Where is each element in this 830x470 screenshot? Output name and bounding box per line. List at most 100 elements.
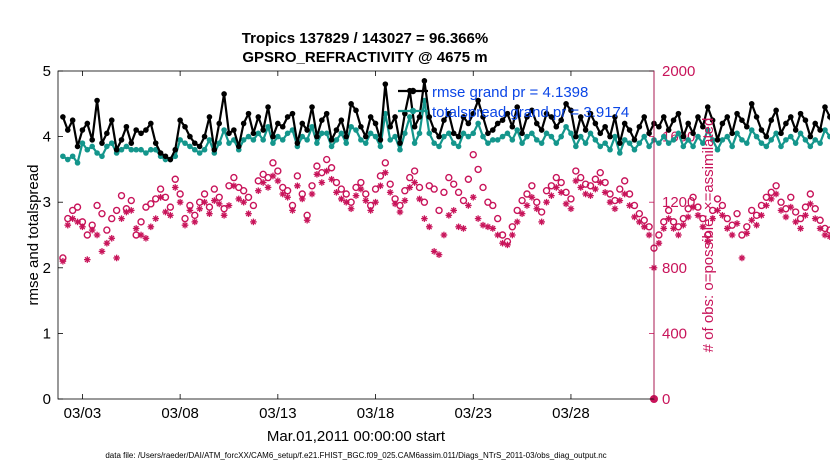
rmse-point — [543, 110, 550, 117]
totalspread-point — [558, 133, 564, 140]
obs-possible-point — [791, 208, 800, 216]
rmse-point — [797, 110, 804, 117]
obs-assimilated-point — [455, 223, 462, 231]
obs-assimilated-point — [220, 212, 228, 219]
rmse-point — [94, 97, 100, 104]
rmse-point — [382, 81, 389, 87]
totalspread-point — [201, 146, 208, 153]
obs-possible-point — [147, 200, 155, 208]
obs-assimilated-point — [645, 231, 653, 239]
rmse-point — [162, 153, 169, 160]
obs-possible-point — [459, 196, 468, 205]
obs-assimilated-point — [84, 256, 91, 263]
rmse-point — [827, 114, 830, 120]
obs-assimilated-point — [235, 195, 243, 203]
obs-assimilated-point — [401, 197, 409, 204]
obs-possible-point — [83, 231, 92, 239]
legend: rmse grand pr = 4.1398 totalspread grand… — [398, 84, 629, 121]
totalspread-point — [797, 130, 804, 137]
obs-possible-point — [440, 188, 448, 197]
x-tick-label: 03/08 — [161, 405, 199, 422]
rmse-point — [807, 133, 814, 140]
rmse-point — [665, 127, 672, 133]
obs-assimilated-point — [416, 195, 423, 203]
rmse-point — [60, 114, 66, 120]
obs-assimilated-point — [333, 189, 340, 196]
totalspread-point — [783, 137, 789, 143]
rmse-point — [680, 133, 687, 140]
totalspread-point — [265, 123, 271, 130]
x-tick-label: 03/13 — [259, 405, 297, 422]
rmse-point — [587, 110, 594, 117]
rmse-point — [294, 140, 301, 146]
data-file-footnote: data file: /Users/raeder/DAI/ATM_forcXX/… — [105, 451, 606, 460]
rmse-point — [211, 146, 218, 153]
rmse-point — [377, 137, 384, 143]
obs-assimilated-point — [465, 202, 472, 209]
totalspread-point — [387, 137, 393, 143]
x-tick-label: 03/28 — [552, 405, 590, 422]
rmse-point — [787, 114, 794, 120]
obs-possible-point — [479, 183, 487, 192]
obs-possible-point — [508, 223, 517, 231]
obs-assimilated-point — [504, 241, 511, 249]
rmse-point — [182, 123, 188, 130]
obs-possible-point — [322, 155, 331, 164]
obs-possible-point — [542, 187, 551, 195]
obs-possible-point — [572, 167, 580, 175]
rmse-point — [734, 110, 740, 117]
rmse-point — [563, 101, 569, 107]
obs-possible-point — [464, 175, 473, 183]
totalspread-point — [548, 133, 555, 140]
totalspread-point — [514, 127, 521, 133]
obs-assimilated-point — [377, 182, 384, 190]
totalspread-point — [680, 143, 687, 150]
rmse-point — [524, 114, 530, 120]
obs-assimilated-point — [176, 198, 184, 206]
rmse-point — [206, 114, 213, 120]
y-tick-label: 1 — [43, 325, 51, 342]
obs-assimilated-point — [386, 189, 394, 196]
totalspread-point — [748, 127, 755, 133]
rmse-point — [436, 133, 442, 140]
obs-assimilated-point — [469, 193, 477, 201]
totalspread-point — [275, 133, 281, 140]
obs-assimilated-point — [748, 216, 756, 224]
totalspread-point — [714, 146, 721, 153]
totalspread-point — [465, 133, 472, 140]
obs-possible-point — [733, 209, 741, 218]
totalspread-point — [250, 137, 257, 143]
totalspread-point — [392, 133, 398, 140]
obs-assimilated-point — [181, 221, 189, 229]
obs-assimilated-point — [758, 212, 765, 219]
obs-possible-point — [420, 198, 429, 206]
totalspread-point — [778, 143, 784, 150]
rmse-point — [670, 117, 677, 123]
rmse-point — [475, 97, 481, 104]
rmse-point — [504, 110, 511, 117]
y-tick-label: 0 — [43, 391, 51, 408]
obs-possible-point — [191, 211, 199, 220]
rmse-point — [79, 127, 86, 133]
obs-assimilated-point — [533, 205, 541, 213]
obs-assimilated-point — [186, 207, 194, 214]
rmse-point — [822, 104, 828, 110]
totalspread-point — [74, 160, 81, 166]
obs-possible-point — [801, 203, 810, 211]
x-axis-label: Mar.01,2011 00:00:00 start — [267, 428, 446, 445]
obs-assimilated-point — [777, 207, 785, 214]
totalspread-point — [255, 130, 262, 137]
obs-assimilated-point — [279, 190, 287, 198]
totalspread-point — [84, 146, 91, 153]
rmse-point — [719, 120, 726, 127]
obs-possible-point — [283, 187, 292, 195]
obs-assimilated-point — [103, 239, 111, 247]
obs-assimilated-point — [821, 231, 829, 239]
rmse-point — [314, 133, 320, 140]
totalspread-point — [221, 127, 227, 133]
obs-assimilated-point — [127, 207, 135, 214]
obs-assimilated-point — [538, 218, 545, 226]
rmse-point — [143, 127, 149, 133]
obs-assimilated-point — [631, 213, 638, 221]
